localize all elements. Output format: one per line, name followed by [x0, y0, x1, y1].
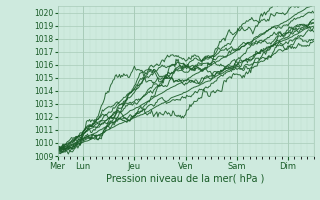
X-axis label: Pression niveau de la mer( hPa ): Pression niveau de la mer( hPa )	[107, 173, 265, 183]
